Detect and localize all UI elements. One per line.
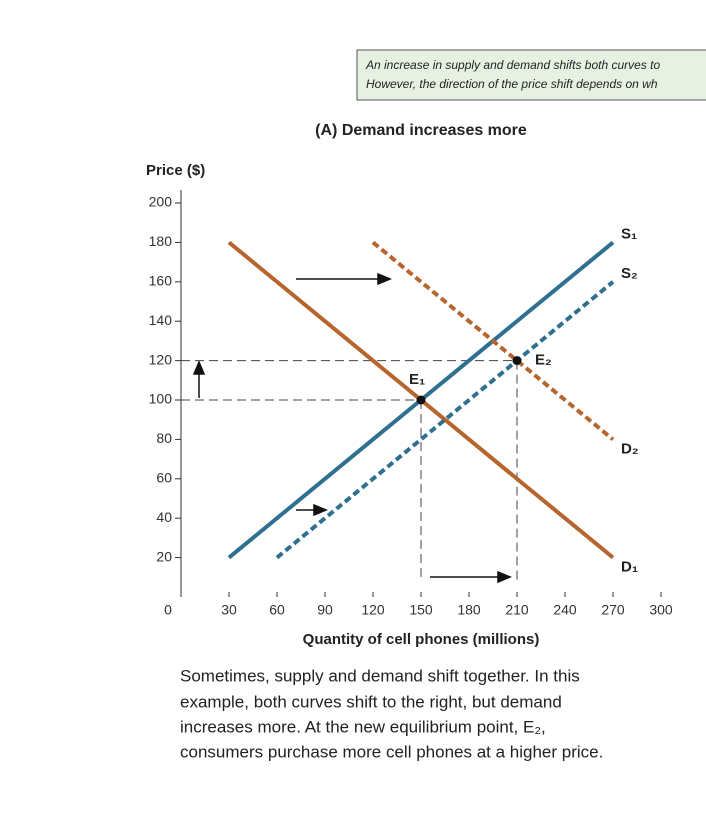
y-tick-label: 120: [149, 351, 173, 367]
equilibrium-point: [416, 395, 426, 405]
series-line: [371, 240, 615, 441]
equilibrium-label: E₂: [535, 352, 552, 369]
y-tick-label: 160: [149, 273, 173, 289]
shift-arrows: [192, 272, 512, 584]
y-tick-label: 20: [156, 548, 172, 564]
series-label: S₁: [621, 225, 637, 242]
y-tick-label: 200: [149, 194, 173, 210]
y-tick-label: 140: [149, 312, 173, 328]
x-tick-label: 240: [553, 602, 577, 618]
y-tick-label: 60: [156, 470, 172, 486]
y-tick-label: 180: [149, 233, 173, 249]
y-tick-label: 100: [149, 391, 173, 407]
x-tick-label: 30: [221, 602, 237, 618]
series-label: D₁: [621, 559, 638, 576]
chart-title: (A) Demand increases more: [315, 122, 527, 139]
equilibrium-point: [512, 356, 522, 366]
note-line: However, the direction of the price shif…: [366, 77, 658, 91]
series-label: D₂: [621, 440, 639, 457]
x-tick-label: 90: [317, 602, 333, 618]
caption-line: consumers purchase more cell phones at a…: [180, 742, 603, 761]
equilibrium-label: E₁: [409, 371, 425, 388]
note-box: [356, 49, 706, 101]
x-tick-label: 300: [649, 602, 673, 618]
caption-line: example, both curves shift to the right,…: [180, 692, 562, 711]
x-tick-label: 150: [409, 602, 433, 618]
x-tick-label: 0: [164, 602, 172, 618]
caption-line: Sometimes, supply and demand shift toget…: [180, 666, 580, 685]
x-tick-label: 270: [601, 602, 625, 618]
x-tick-label: 60: [269, 602, 285, 618]
x-axis-label: Quantity of cell phones (millions): [303, 631, 540, 648]
series-line: [275, 280, 615, 560]
x-tick-label: 120: [361, 602, 385, 618]
note-line: An increase in supply and demand shifts …: [365, 58, 660, 72]
y-tick-label: 40: [156, 509, 172, 525]
x-tick-label: 210: [505, 602, 529, 618]
y-axis-label: Price ($): [146, 162, 205, 179]
caption-line: increases more. At the new equilibrium p…: [180, 717, 546, 736]
x-tick-label: 180: [457, 602, 481, 618]
series-label: S₂: [621, 265, 638, 282]
y-tick-label: 80: [156, 430, 172, 446]
